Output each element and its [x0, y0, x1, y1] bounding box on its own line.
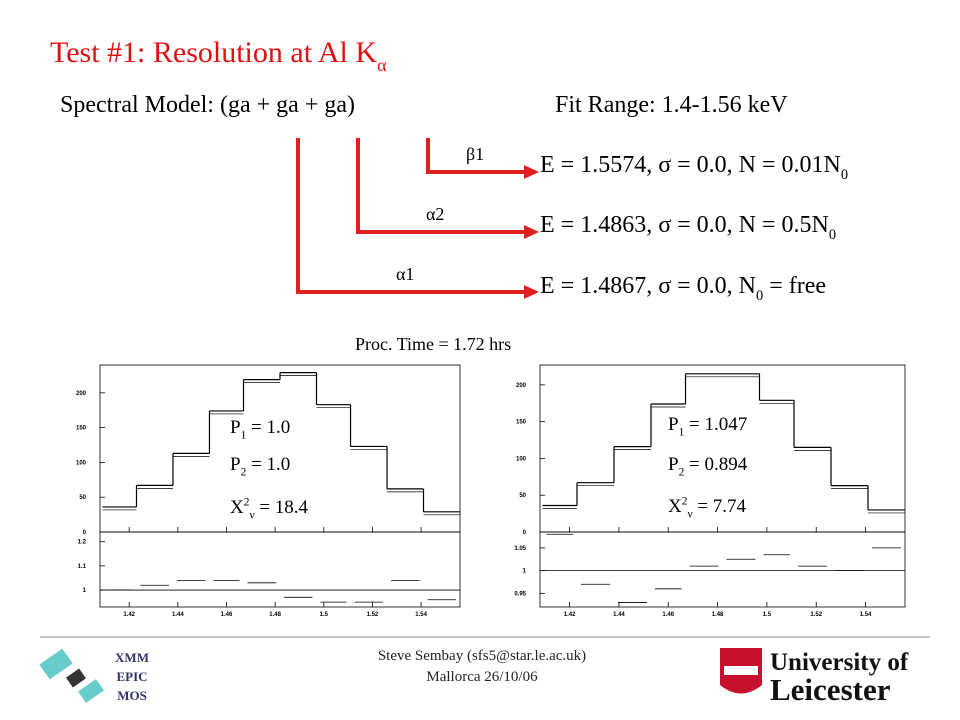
text-part: P	[668, 454, 679, 475]
text-part: = 7.74	[693, 496, 747, 517]
x-tick-label: 1.52	[810, 612, 822, 618]
rich-text: X2 ν = 18.4	[230, 496, 309, 521]
y-tick-label: 0	[523, 530, 527, 536]
y-tick-label: 200	[516, 383, 527, 389]
crest	[720, 648, 762, 694]
text-part: X	[230, 497, 244, 518]
satellite-icon	[39, 648, 105, 704]
label: β1	[466, 144, 484, 164]
rich-text: P2 = 1.0	[230, 454, 290, 479]
x-tick-label: 1.52	[367, 612, 379, 618]
logo-text: EPIC	[116, 669, 147, 684]
logo-text: XMM	[115, 650, 149, 665]
subscript: ν	[687, 509, 692, 521]
fit-range: Fit Range: 1.4-1.56 keV	[555, 92, 788, 118]
text-part: E = 1.5574, σ = 0.0, N = 0.01N	[540, 152, 841, 178]
label: α2	[426, 204, 444, 224]
subscript: 0	[756, 288, 763, 304]
y-tick-label: 1.2	[78, 540, 87, 546]
text-part: = 1.047	[684, 414, 747, 435]
subscript: 2	[679, 467, 685, 479]
superscript: 2	[244, 496, 250, 508]
university: University of	[770, 649, 909, 676]
x-tick-label: 1.5	[763, 612, 772, 618]
text-part: E = 1.4863, σ = 0.0, N = 0.5N	[540, 212, 829, 238]
arrows	[296, 138, 526, 294]
rich-text: P1 = 1.0	[230, 417, 290, 442]
y-tick-label: 50	[79, 495, 86, 501]
y-tick-label: 100	[516, 456, 527, 462]
text-part: E = 1.4867, σ = 0.0, N	[540, 273, 756, 299]
text-part: X	[668, 496, 682, 517]
university: Leicester	[770, 672, 891, 707]
y-tick-label: 0.95	[514, 591, 526, 597]
y-tick-label: 1	[523, 569, 527, 575]
y-tick-label: 1.1	[78, 564, 87, 570]
subscript: 0	[841, 167, 848, 183]
rich-text: Test #1: Resolution at Al Kα	[50, 36, 387, 75]
rich-text: P1 = 1.047	[668, 414, 747, 439]
arrowheads	[524, 165, 539, 299]
rich-text: E = 1.4863, σ = 0.0, N = 0.5N0	[540, 212, 836, 243]
text-part: P	[668, 414, 679, 435]
x-tick-label: 1.48	[712, 612, 724, 618]
superscript: 2	[682, 495, 688, 507]
text-part: Test #1: Resolution at Al K	[50, 36, 377, 69]
text-part: P	[230, 417, 241, 438]
y-tick-label: 150	[516, 420, 527, 426]
text-part: = 1.0	[246, 417, 290, 438]
logo-text: MOS	[117, 688, 147, 703]
y-tick-label: 50	[519, 493, 526, 499]
label: α1	[396, 264, 414, 284]
y-tick-label: 200	[76, 391, 87, 397]
subscript: 1	[679, 427, 685, 439]
x-tick-label: 1.44	[613, 612, 625, 618]
x-tick-label: 1.46	[221, 612, 233, 618]
ratio-frame	[99, 531, 461, 608]
x-tick-label: 1.42	[564, 612, 576, 618]
subscript: ν	[249, 510, 254, 522]
rich-text: E = 1.5574, σ = 0.0, N = 0.01N0	[540, 152, 848, 183]
model: Spectral Model: (ga + ga + ga)	[60, 92, 355, 118]
text-part: = free	[763, 273, 826, 299]
y-tick-label: 150	[76, 426, 87, 432]
text-part: = 0.894	[684, 454, 747, 475]
x-tick-label: 1.44	[172, 612, 184, 618]
x-tick-label: 1.42	[123, 612, 135, 618]
x-tick-label: 1.48	[269, 612, 281, 618]
y-tick-label: 100	[76, 460, 87, 466]
author: Steve Sembay (sfs5@star.le.ac.uk)	[378, 648, 586, 664]
x-tick-label: 1.46	[662, 612, 674, 618]
rich-text: P2 = 0.894	[668, 454, 748, 479]
y-tick-label: 1.05	[514, 546, 526, 552]
subscript: 0	[829, 227, 836, 243]
subscript: 1	[241, 430, 247, 442]
proc-time: Proc. Time = 1.72 hrs	[355, 334, 511, 354]
rich-text: X2 ν = 7.74	[668, 495, 747, 520]
ratio-frame	[539, 531, 906, 608]
subscript: 2	[241, 467, 247, 479]
y-tick-label: 1	[83, 588, 87, 594]
rich-text: E = 1.4867, σ = 0.0, N0 = free	[540, 273, 826, 304]
subscript: α	[377, 55, 387, 75]
text-part: = 18.4	[255, 497, 309, 518]
x-tick-label: 1.54	[415, 612, 427, 618]
x-tick-label: 1.54	[860, 612, 872, 618]
text-part: P	[230, 454, 241, 475]
text-part: = 1.0	[246, 454, 290, 475]
place: Mallorca 26/10/06	[426, 669, 538, 685]
y-tick-label: 0	[83, 530, 87, 536]
x-tick-label: 1.5	[320, 612, 329, 618]
